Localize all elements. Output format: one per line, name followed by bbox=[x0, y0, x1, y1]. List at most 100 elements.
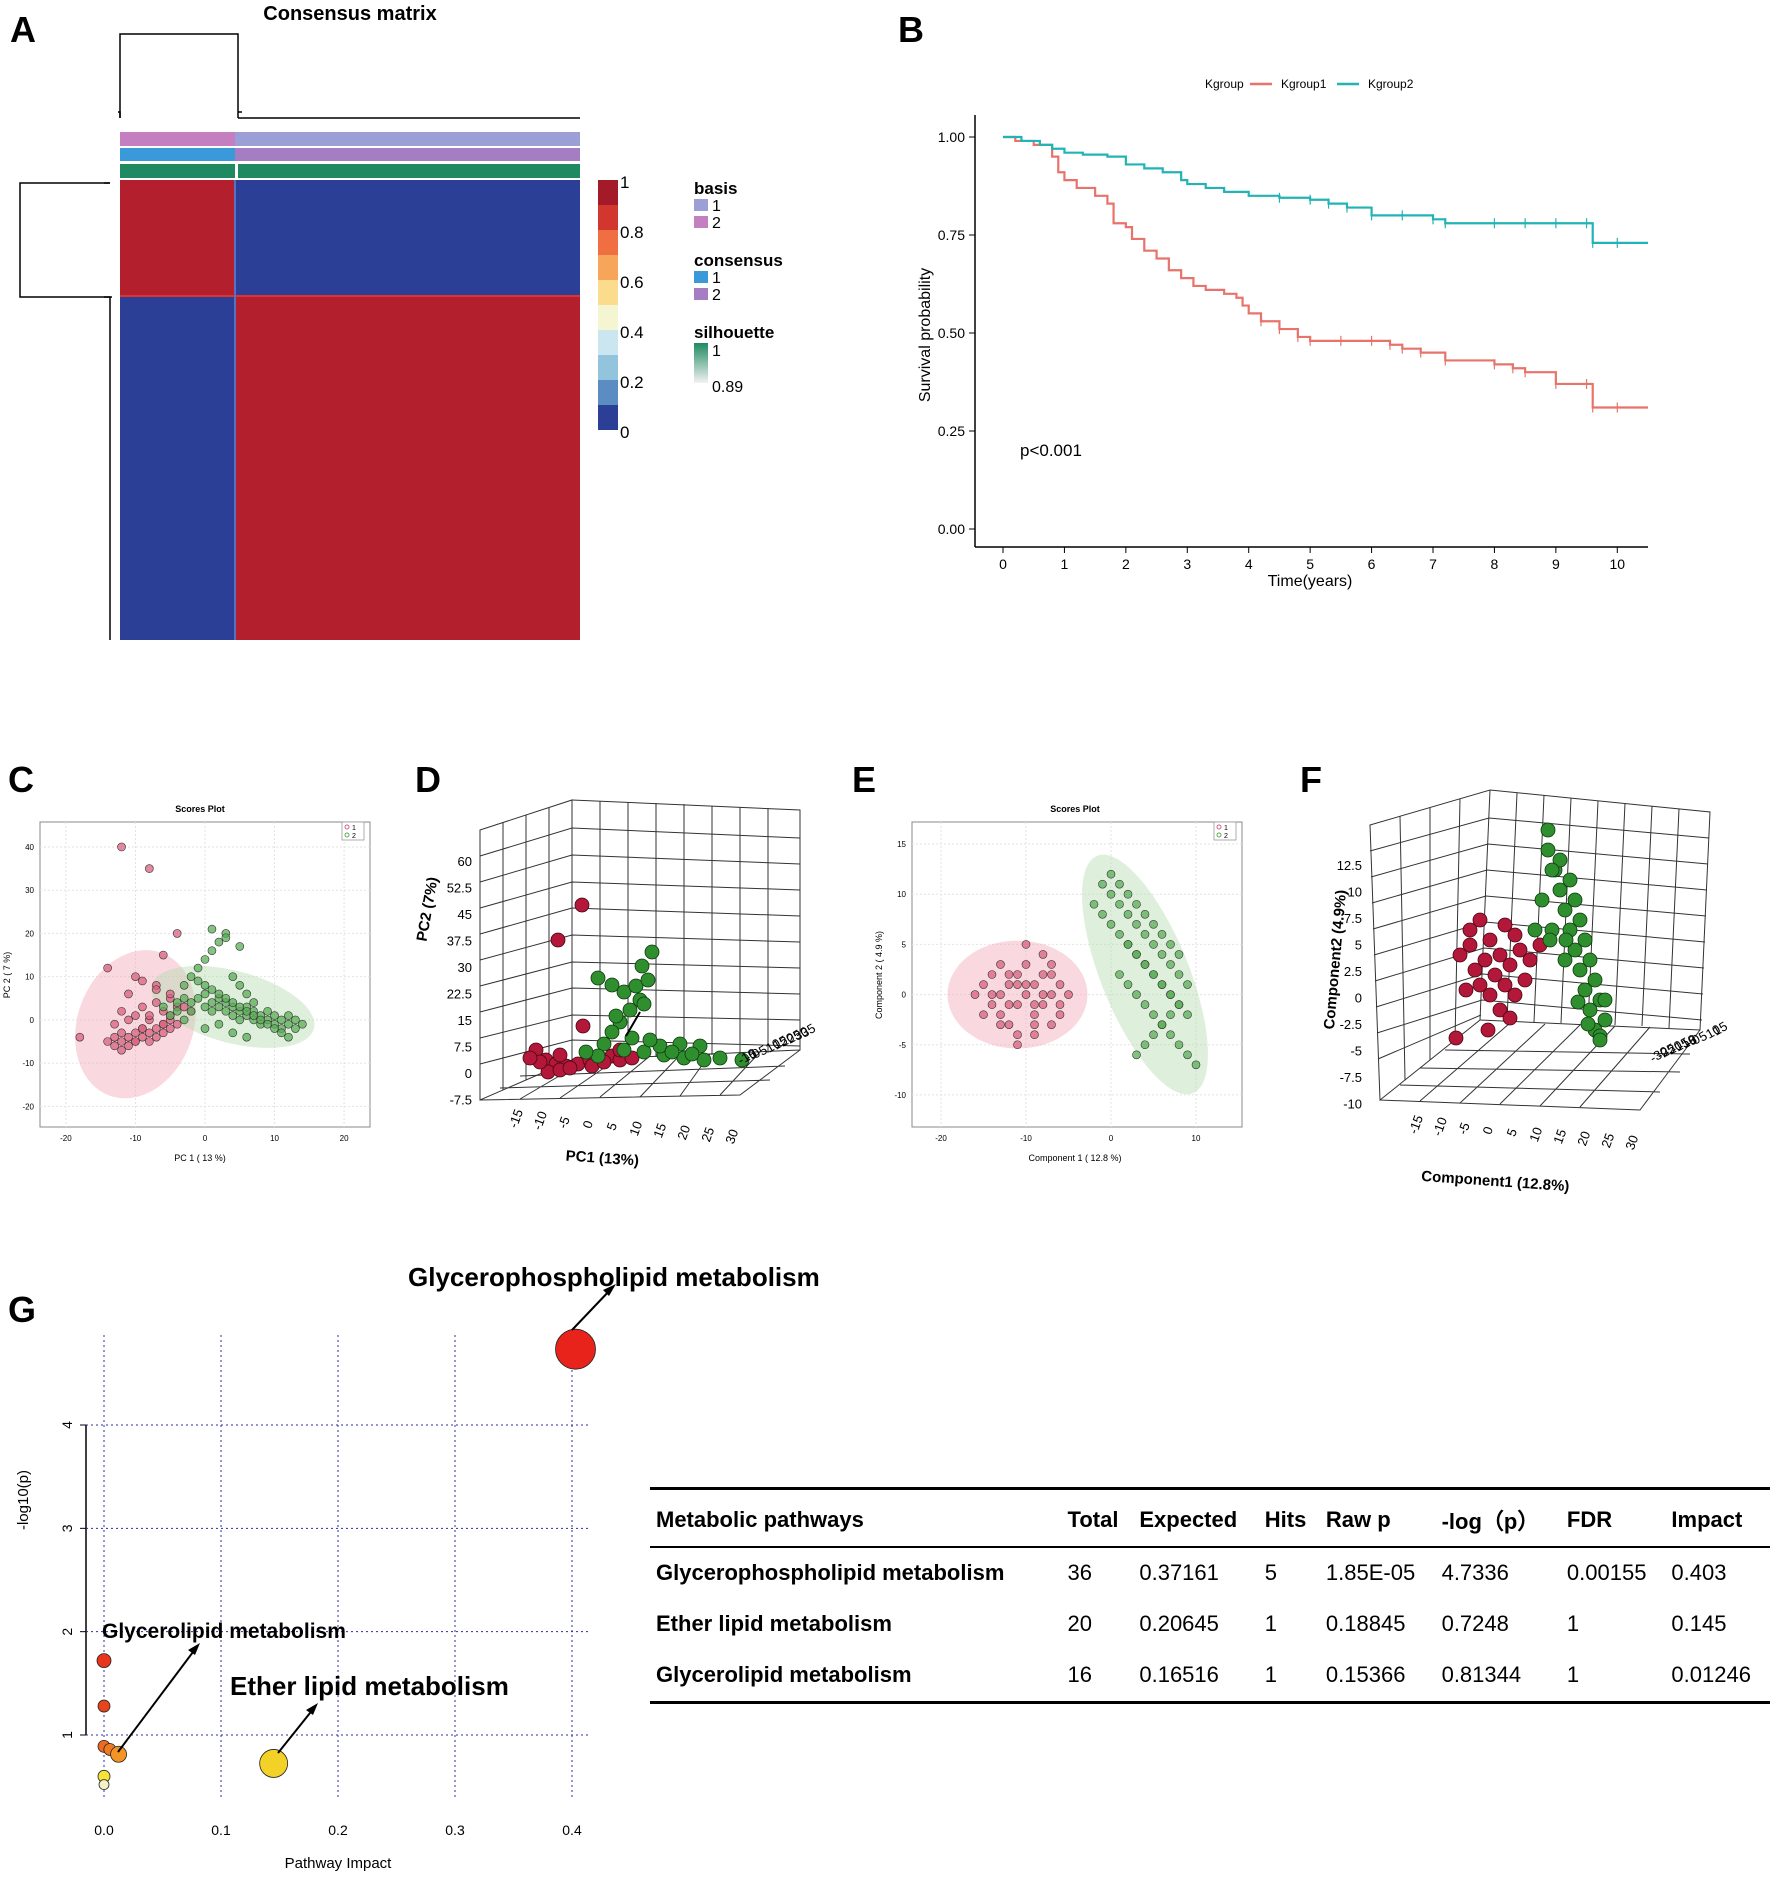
score-point-group2 bbox=[1106, 889, 1116, 899]
x-tick-label: 20 bbox=[674, 1123, 693, 1142]
score-point-group1 bbox=[103, 963, 112, 973]
score-point-group1 bbox=[1013, 980, 1022, 989]
pathway-point bbox=[555, 1328, 596, 1370]
score-point-group2 bbox=[228, 972, 238, 981]
score-point-group1 bbox=[996, 960, 1005, 969]
plsda-3d-z-ticks: 12.5 10 7.5 5 2.5 0 -2.5 -5 -7.5 -10 bbox=[1337, 858, 1362, 1112]
score-point-group2 bbox=[1174, 1040, 1184, 1050]
km-x-tick-label: 8 bbox=[1491, 556, 1499, 572]
score-point-group2 bbox=[221, 1006, 231, 1016]
arrowhead bbox=[188, 1643, 200, 1655]
score-point-group2 bbox=[1191, 1060, 1201, 1070]
score-point-group2 bbox=[1149, 940, 1158, 949]
score-point-group2 bbox=[172, 998, 182, 1007]
score-point-group1 bbox=[1038, 970, 1048, 979]
score-point-group2 bbox=[1140, 1040, 1150, 1050]
score-point-group2 bbox=[263, 1006, 272, 1016]
pca3d-point-group1 bbox=[574, 897, 590, 913]
cell-raw-p: 1.85E-05 bbox=[1325, 1560, 1416, 1585]
panel-label-g: G bbox=[8, 1289, 36, 1330]
annotation-glycerolipid: Glycerolipid metabolism bbox=[102, 1620, 346, 1643]
score-point-group1 bbox=[1021, 980, 1031, 989]
plsda-2d-legend-marker-1 bbox=[1216, 824, 1222, 830]
score-point-group2 bbox=[221, 933, 231, 943]
km-x-tick-label: 9 bbox=[1552, 556, 1560, 572]
z-tick-label: -2.5 bbox=[1340, 1017, 1362, 1032]
plsda3d-point-group1 bbox=[1507, 927, 1523, 943]
plsda3d-point-group2 bbox=[1597, 1012, 1613, 1028]
score-point-group2 bbox=[1106, 920, 1116, 929]
colorbar-tick: 0.8 bbox=[620, 223, 644, 242]
pathway-x-tick-label: 0.4 bbox=[562, 1822, 582, 1838]
pca3d-point-group2 bbox=[624, 1030, 640, 1046]
y-tick-label: -5 bbox=[899, 1041, 907, 1050]
score-point-group1 bbox=[987, 990, 997, 999]
pca3d-point-group1 bbox=[550, 932, 566, 948]
score-point-group2 bbox=[200, 1002, 210, 1012]
score-point-group2 bbox=[1149, 1030, 1158, 1040]
x-tick-label: -10 bbox=[530, 1109, 551, 1132]
silhouette-bar-cluster2 bbox=[238, 164, 580, 178]
x-tick-label: 20 bbox=[340, 1134, 349, 1143]
score-point-group2 bbox=[1098, 879, 1107, 889]
score-point-group1 bbox=[165, 989, 175, 999]
legend-silhouette-max: 1 bbox=[712, 343, 721, 360]
depth-tick-label: 10 bbox=[763, 1035, 783, 1055]
x-tick-label: 30 bbox=[722, 1127, 741, 1146]
plsda3d-point-group1 bbox=[1467, 962, 1483, 978]
cell-expected: 0.16516 bbox=[1139, 1662, 1219, 1687]
y-tick-label: 20 bbox=[25, 929, 34, 938]
pca-3d-z-ticks: 60 52.5 45 37.5 30 22.5 15 7.5 0 -7.5 bbox=[447, 854, 472, 1108]
score-point-group1 bbox=[172, 929, 182, 938]
score-point-group2 bbox=[235, 1015, 245, 1025]
pca-2d-legend-label: 2 bbox=[352, 833, 356, 840]
basis-bar-cluster1 bbox=[120, 132, 235, 146]
score-point-group1 bbox=[158, 1028, 168, 1038]
score-point-group2 bbox=[291, 1015, 300, 1025]
score-point-group2 bbox=[1166, 1010, 1175, 1019]
column-header: Total bbox=[1067, 1507, 1119, 1532]
pca3d-point-group1 bbox=[552, 1047, 568, 1063]
colorbar-tick: 0.6 bbox=[620, 273, 644, 292]
km-x-tick-label: 5 bbox=[1306, 556, 1314, 572]
score-point-group2 bbox=[284, 1011, 293, 1020]
cell-impact: 0.403 bbox=[1671, 1560, 1727, 1585]
pca3d-point-group2 bbox=[642, 1032, 658, 1048]
score-point-group2 bbox=[1157, 1020, 1167, 1029]
score-point-group1 bbox=[138, 1024, 147, 1033]
plsda3d-point-group2 bbox=[1552, 852, 1568, 868]
km-legend-kgroup2: Kgroup2 bbox=[1368, 77, 1414, 91]
score-point-group1 bbox=[138, 976, 147, 986]
score-point-group1 bbox=[145, 1028, 154, 1038]
score-point-group1 bbox=[117, 1045, 126, 1055]
plsda-2d-legend-label: 1 bbox=[1224, 825, 1228, 832]
legend-basis-title: basis bbox=[694, 179, 737, 198]
plsda3d-point-group2 bbox=[1580, 1016, 1596, 1032]
plsda3d-point-group2 bbox=[1587, 972, 1603, 988]
plsda3d-point-group1 bbox=[1502, 1010, 1518, 1026]
z-tick-label: 5 bbox=[1355, 938, 1362, 953]
score-point-group2 bbox=[298, 1019, 307, 1029]
x-tick-label: 20 bbox=[1574, 1129, 1593, 1148]
score-point-group1 bbox=[1030, 1010, 1039, 1019]
plsda3d-point-group2 bbox=[1527, 922, 1543, 938]
score-point-group2 bbox=[207, 985, 217, 994]
x-tick-label: -5 bbox=[1455, 1120, 1473, 1136]
score-point-group1 bbox=[110, 1041, 119, 1051]
plsda3d-point-group1 bbox=[1512, 942, 1528, 958]
z-tick-label: 60 bbox=[458, 854, 472, 869]
score-point-group1 bbox=[970, 990, 980, 999]
table-row: Ether lipid metabolism 20 0.20645 1 0.18… bbox=[650, 1599, 1770, 1650]
panel-label-b: B bbox=[898, 9, 924, 50]
plsda3d-point-group1 bbox=[1522, 952, 1538, 968]
score-point-group2 bbox=[207, 924, 217, 934]
z-tick-label: -5 bbox=[1350, 1044, 1362, 1059]
score-point-group2 bbox=[207, 998, 217, 1007]
score-point-group2 bbox=[214, 1019, 224, 1029]
plsda-2d-legend-box bbox=[1213, 821, 1237, 841]
z-tick-label: 7.5 bbox=[454, 1040, 472, 1055]
annotation-arrow-glycerophospholipid bbox=[571, 1287, 613, 1331]
cell-hits: 1 bbox=[1264, 1662, 1278, 1687]
